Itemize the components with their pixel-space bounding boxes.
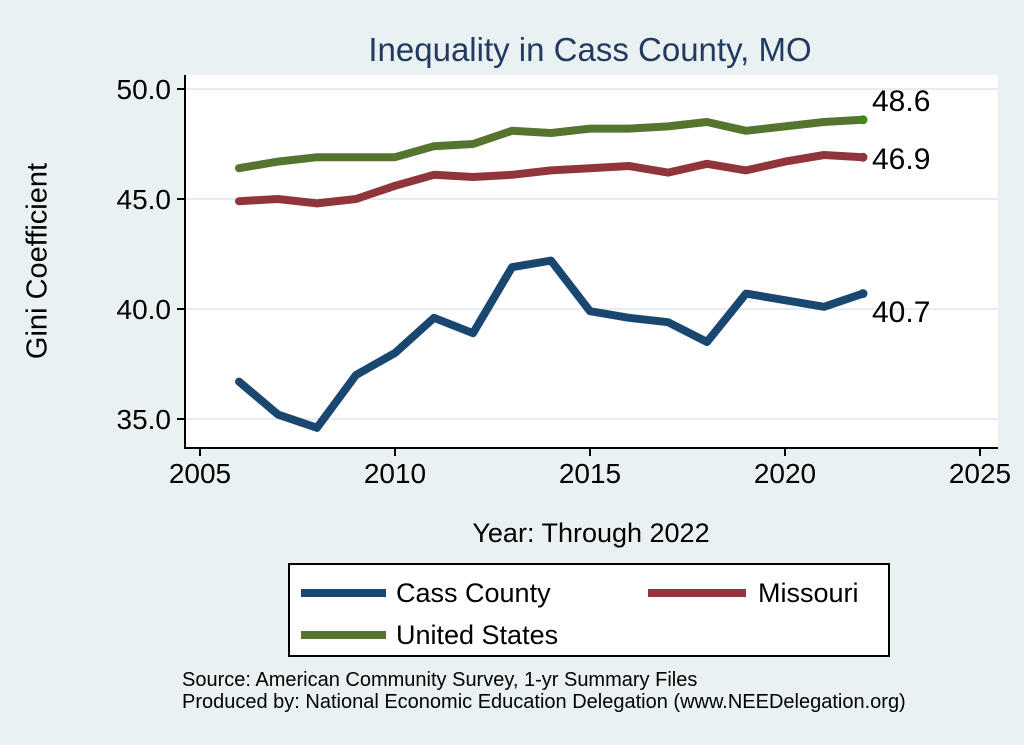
series-line-united-states [235, 115, 867, 173]
chart-title: Inequality in Cass County, MO [368, 31, 812, 68]
y-tick-label-50: 50.0 [117, 74, 172, 105]
legend-label-cass-county: Cass County [396, 578, 551, 608]
x-tick-label-2015: 2015 [559, 458, 621, 489]
y-axis-title: Gini Coefficient [21, 162, 54, 360]
legend: Cass County Missouri United States [288, 563, 890, 657]
end-label-cass-county: 40.7 [872, 296, 931, 329]
series-endpoint-missouri [858, 152, 868, 162]
source-note: Source: American Community Survey, 1-yr … [182, 669, 698, 691]
end-label-missouri: 46.9 [872, 143, 931, 176]
series-line-missouri [235, 151, 867, 208]
y-tick-label-40: 40.0 [117, 294, 172, 325]
series-endpoint-united-states [858, 115, 868, 125]
plot-background [185, 75, 998, 448]
y-tick-label-35: 35.0 [117, 404, 172, 435]
x-tick-label-2010: 2010 [364, 458, 426, 489]
legend-swatch-missouri [648, 589, 746, 597]
legend-label-missouri: Missouri [758, 578, 859, 608]
x-tick-label-2025: 2025 [949, 458, 1011, 489]
legend-label-united-states: United States [396, 620, 559, 650]
x-axis-title: Year: Through 2022 [472, 518, 710, 548]
series-line-cass-county [235, 256, 867, 432]
x-tick-label-2020: 2020 [754, 458, 816, 489]
footer-notes: Source: American Community Survey, 1-yr … [182, 669, 906, 713]
x-tick-label-2005: 2005 [169, 458, 231, 489]
legend-swatch-united-states [301, 631, 386, 639]
y-tick-label-45: 45.0 [117, 184, 172, 215]
legend-swatch-cass-county [301, 589, 386, 597]
end-label-united-states: 48.6 [872, 85, 931, 118]
producer-note: Produced by: National Economic Education… [182, 691, 906, 713]
series-endpoint-cass-county [858, 289, 868, 299]
